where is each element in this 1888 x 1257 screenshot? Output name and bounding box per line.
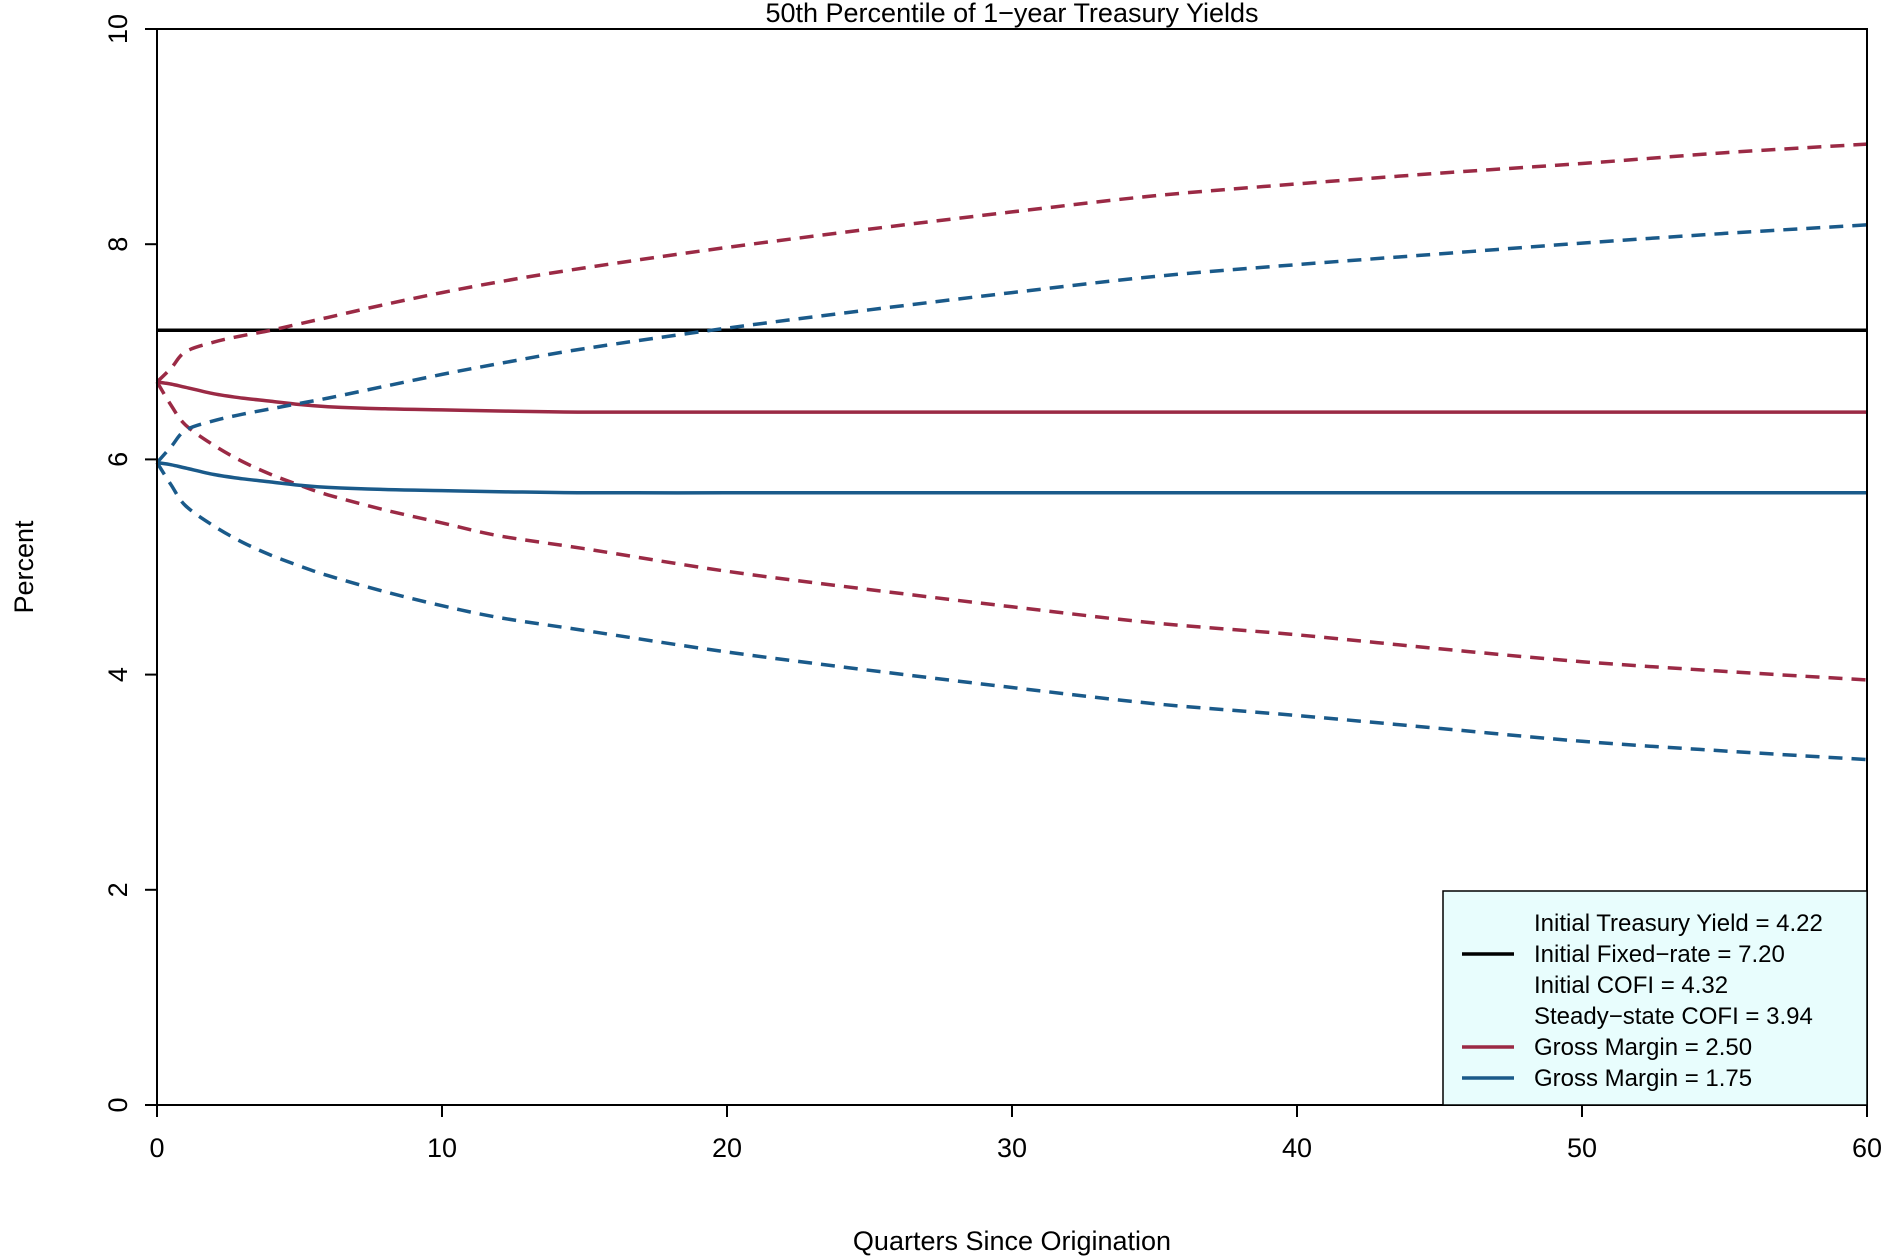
x-tick-label: 50 [1567,1133,1597,1163]
x-tick-label: 0 [149,1133,164,1163]
x-tick-label: 10 [427,1133,457,1163]
x-axis: 0 10 20 30 40 50 60 [149,1105,1882,1163]
y-tick-label: 4 [103,667,133,682]
x-tick-label: 30 [997,1133,1027,1163]
y-axis: 0 2 4 6 8 10 [103,14,157,1113]
legend-label: Gross Margin = 2.50 [1534,1034,1752,1061]
chart-title: 50th Percentile of 1−year Treasury Yield… [765,0,1258,28]
legend-box [1442,890,1868,1106]
y-tick-label: 0 [103,1097,133,1112]
y-tick-label: 2 [103,882,133,897]
series-line-1 [156,380,1867,414]
legend-label: Gross Margin = 1.75 [1534,1065,1752,1092]
y-axis-title: Percent [9,520,39,614]
legend: Initial Treasury Yield = 4.22 Initial Fix… [1442,890,1868,1106]
series-line-5 [155,223,1868,464]
series-line-3 [155,380,1868,682]
y-tick-label: 6 [103,452,133,467]
x-tick-label: 20 [712,1133,742,1163]
legend-label: Initial COFI = 4.32 [1534,972,1728,999]
series-line-2 [155,142,1868,384]
series-line-6 [155,461,1868,762]
x-tick-label: 40 [1282,1133,1312,1163]
legend-label: Steady−state COFI = 3.94 [1534,1003,1813,1030]
series-layer [155,142,1868,762]
series-line-4 [156,460,1867,495]
y-tick-label: 10 [103,14,133,44]
x-tick-label: 60 [1852,1133,1882,1163]
y-tick-label: 8 [103,237,133,252]
legend-label: Initial Treasury Yield = 4.22 [1534,910,1823,937]
legend-entries: Initial Treasury Yield = 4.22 Initial Fix… [1462,910,1823,1092]
x-axis-title: Quarters Since Origination [853,1226,1171,1256]
legend-label: Initial Fixed−rate = 7.20 [1534,941,1785,968]
